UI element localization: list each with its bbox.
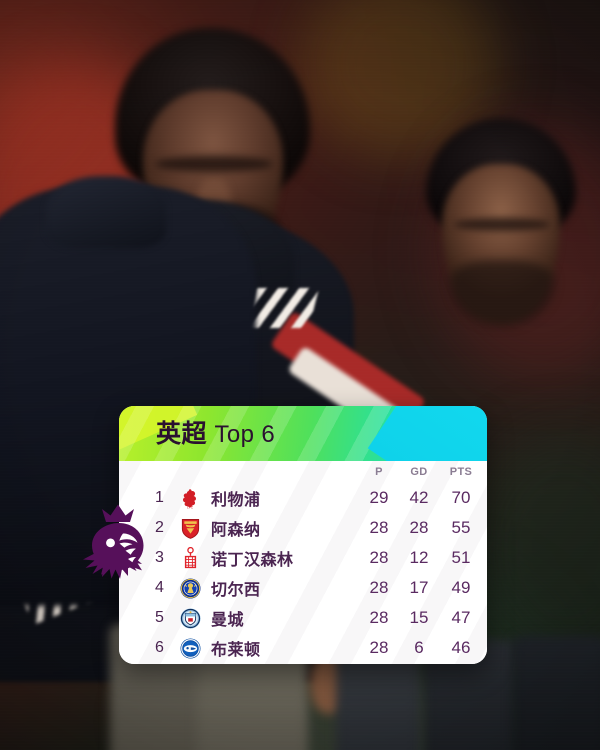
row-played: 28 (369, 578, 389, 597)
nottingham-forest-crest (175, 547, 205, 569)
row-points: 51 (451, 548, 471, 567)
chelsea-crest (175, 577, 205, 599)
row-goal-difference: 17 (409, 578, 429, 597)
table-row[interactable]: 6 布莱顿 28 6 46 (119, 633, 487, 663)
standings-card: 英超 Top 6 P GD PTS 1 LFC 利物浦 29 42 70 (119, 406, 487, 664)
row-team-name: 诺丁汉森林 (211, 552, 294, 569)
row-rank: 3 (155, 549, 164, 566)
brighton-crest (175, 637, 205, 659)
manchester-city-crest (175, 607, 205, 629)
row-played: 28 (369, 608, 389, 627)
row-team-name: 利物浦 (211, 492, 261, 509)
row-points: 49 (451, 578, 471, 597)
row-goal-difference: 15 (409, 608, 429, 627)
row-rank: 6 (155, 639, 164, 656)
row-goal-difference: 6 (414, 638, 424, 657)
row-rank: 1 (155, 489, 164, 506)
title-english: Top 6 (214, 421, 276, 448)
arsenal-crest (175, 517, 205, 539)
liverpool-crest: LFC (175, 487, 205, 509)
row-points: 47 (451, 608, 471, 627)
row-played: 29 (369, 488, 389, 507)
table-row[interactable]: 1 LFC 利物浦 29 42 70 (119, 483, 487, 513)
row-played: 28 (369, 638, 389, 657)
svg-text:LFC: LFC (187, 505, 194, 508)
table-row[interactable]: 3 诺丁汉森林 28 12 51 (119, 543, 487, 573)
card-header: 英超 Top 6 (119, 406, 487, 461)
row-points: 46 (451, 638, 471, 657)
row-rank: 5 (155, 609, 164, 626)
row-goal-difference: 42 (409, 488, 429, 507)
column-header-p: P (375, 466, 383, 478)
title-chinese: 英超 (156, 420, 208, 448)
table-row[interactable]: 4 切尔西 28 17 49 (119, 573, 487, 603)
row-team-name: 曼城 (211, 612, 245, 629)
table-row[interactable]: 5 曼城 28 15 47 (119, 603, 487, 633)
premier-league-lion-logo (76, 502, 162, 594)
row-goal-difference: 12 (409, 548, 429, 567)
table-row[interactable]: 2 阿森纳 28 28 55 (119, 513, 487, 543)
row-team-name: 布莱顿 (211, 642, 261, 659)
page-title: 英超 Top 6 (156, 415, 275, 454)
column-header-pts: PTS (449, 466, 473, 478)
row-played: 28 (369, 548, 389, 567)
row-points: 70 (451, 488, 471, 507)
row-team-name: 阿森纳 (211, 522, 261, 539)
row-played: 28 (369, 518, 389, 537)
table-column-headers: P GD PTS (119, 461, 487, 483)
row-rank: 4 (155, 579, 164, 596)
card-body: P GD PTS 1 LFC 利物浦 29 42 70 2 (119, 461, 487, 664)
row-goal-difference: 28 (409, 518, 429, 537)
row-team-name: 切尔西 (211, 582, 261, 599)
row-points: 55 (451, 518, 471, 537)
row-rank: 2 (155, 519, 164, 536)
column-header-gd: GD (410, 466, 428, 478)
